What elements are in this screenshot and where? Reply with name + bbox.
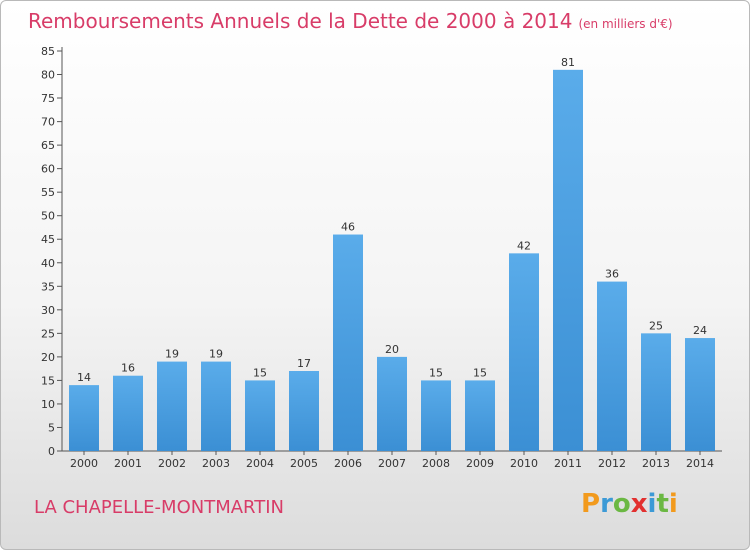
x-axis: 2000 2001 2002 2003 2004 2005 2006 2007 2008 2009… — [62, 450, 722, 470]
y-tick-label: 40 — [41, 257, 55, 270]
bar-value-label: 15 — [473, 366, 487, 379]
y-tick-label: 80 — [41, 69, 55, 82]
y-axis: 0 5 10 15 20 25 30 35 40 45 50 55 60 65 70 75 80 85 — [41, 45, 63, 458]
logo-letter: r — [600, 489, 613, 519]
y-tick-label: 10 — [41, 398, 55, 411]
logo-letter: o — [612, 489, 631, 519]
bar — [245, 380, 275, 451]
bar-value-label: 15 — [253, 366, 267, 379]
logo-letter: x — [630, 489, 648, 519]
x-tick-label: 2008 — [422, 457, 450, 470]
x-tick-label: 2000 — [70, 457, 98, 470]
y-tick-label: 0 — [48, 445, 55, 458]
logo-letter: i — [647, 489, 657, 519]
chart-title-text: Remboursements Annuels de la Dette de 20… — [28, 9, 573, 33]
bar-value-label: 15 — [429, 366, 443, 379]
bar-value-label: 16 — [121, 362, 135, 375]
x-tick-label: 2001 — [114, 457, 142, 470]
y-tick-label: 15 — [41, 374, 55, 387]
bar-value-label: 42 — [517, 239, 531, 252]
x-tick-label: 2012 — [598, 457, 626, 470]
bar-value-label: 14 — [77, 371, 91, 384]
bar — [377, 356, 407, 451]
bar-value-label: 20 — [385, 343, 399, 356]
bar-value-label: 24 — [693, 324, 707, 337]
x-tick-label: 2011 — [554, 457, 582, 470]
y-tick-label: 30 — [41, 304, 55, 317]
bar — [333, 234, 363, 451]
x-tick-label: 2006 — [334, 457, 362, 470]
bar-value-label: 81 — [561, 56, 575, 69]
x-tick-label: 2014 — [686, 457, 714, 470]
bar — [289, 371, 319, 451]
bar — [553, 69, 583, 451]
y-tick-label: 5 — [48, 421, 55, 434]
x-tick-label: 2005 — [290, 457, 318, 470]
chart-title: Remboursements Annuels de la Dette de 20… — [28, 9, 673, 33]
commune-name: LA CHAPELLE-MONTMARTIN — [34, 497, 285, 518]
bar-value-label: 25 — [649, 319, 663, 332]
y-tick-label: 35 — [41, 280, 55, 293]
bar-value-label: 46 — [341, 221, 355, 234]
bar-value-label: 36 — [605, 268, 619, 281]
logo-letter: i — [668, 489, 678, 519]
y-tick-label: 55 — [41, 186, 55, 199]
bar-value-label: 19 — [209, 348, 223, 361]
bar — [421, 380, 451, 451]
y-tick-label: 85 — [41, 45, 55, 58]
x-tick-label: 2002 — [158, 457, 186, 470]
bar — [113, 375, 143, 451]
chart-subtitle: (en milliers d'€) — [578, 17, 673, 31]
y-tick-label: 25 — [41, 327, 55, 340]
proxiti-logo: Proxiti — [581, 489, 678, 519]
bar-value-label: 19 — [165, 348, 179, 361]
y-tick-label: 75 — [41, 92, 55, 105]
bar — [685, 338, 715, 451]
y-tick-label: 45 — [41, 233, 55, 246]
bar — [641, 333, 671, 451]
logo-letter: P — [581, 489, 601, 519]
y-tick-label: 70 — [41, 116, 55, 129]
bar — [201, 361, 231, 451]
bar — [597, 281, 627, 451]
bar — [157, 361, 187, 451]
y-tick-label: 20 — [41, 351, 55, 364]
bar — [69, 385, 99, 451]
y-tick-label: 65 — [41, 139, 55, 152]
y-tick-label: 50 — [41, 210, 55, 223]
bar-value-label: 17 — [297, 357, 311, 370]
x-tick-label: 2013 — [642, 457, 670, 470]
bar — [509, 253, 539, 451]
x-tick-label: 2010 — [510, 457, 538, 470]
bar — [465, 380, 495, 451]
y-tick-label: 60 — [41, 163, 55, 176]
x-tick-label: 2009 — [466, 457, 494, 470]
logo-letter: t — [656, 489, 669, 519]
x-tick-label: 2004 — [246, 457, 274, 470]
bars: 14 16 19 19 15 17 46 20 15 15 42 81 36 25 24 — [69, 56, 715, 451]
x-tick-label: 2007 — [378, 457, 406, 470]
x-tick-label: 2003 — [202, 457, 230, 470]
